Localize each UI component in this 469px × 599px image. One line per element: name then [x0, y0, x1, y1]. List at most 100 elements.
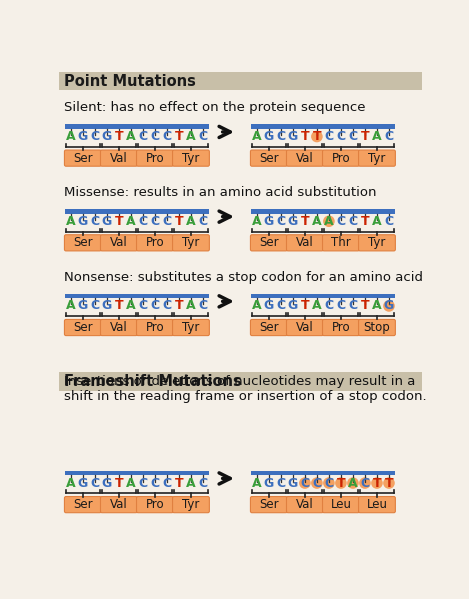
Text: C: C [91, 130, 99, 143]
FancyBboxPatch shape [358, 319, 395, 335]
FancyBboxPatch shape [287, 150, 323, 166]
Text: T: T [361, 215, 369, 228]
Text: C: C [348, 215, 357, 228]
Text: T: T [174, 215, 183, 228]
Text: T: T [114, 215, 123, 228]
Text: G: G [78, 130, 88, 143]
FancyBboxPatch shape [287, 235, 323, 251]
FancyBboxPatch shape [251, 471, 395, 476]
Text: T: T [385, 477, 393, 489]
Text: C: C [385, 215, 393, 228]
Circle shape [383, 300, 395, 311]
Text: Missense: results in an amino acid substitution: Missense: results in an amino acid subst… [64, 186, 377, 199]
FancyBboxPatch shape [323, 319, 359, 335]
FancyBboxPatch shape [65, 124, 209, 129]
Text: C: C [336, 300, 346, 313]
Text: A: A [66, 300, 76, 313]
Text: G: G [78, 477, 88, 489]
FancyBboxPatch shape [173, 150, 209, 166]
Text: A: A [66, 477, 76, 489]
Text: A: A [186, 477, 196, 489]
Text: Val: Val [296, 498, 314, 511]
FancyBboxPatch shape [358, 497, 395, 513]
Text: Pro: Pro [145, 152, 164, 165]
Circle shape [311, 477, 323, 489]
Text: T: T [114, 130, 123, 143]
FancyBboxPatch shape [287, 319, 323, 335]
Text: Frameshift Mutations: Frameshift Mutations [64, 374, 242, 389]
Text: Insertions or deletions of nucleotides may result in a
shift in the reading fram: Insertions or deletions of nucleotides m… [64, 375, 427, 403]
Text: A: A [312, 300, 322, 313]
FancyBboxPatch shape [250, 497, 287, 513]
Text: C: C [151, 130, 159, 143]
Text: T: T [301, 300, 309, 313]
Text: C: C [138, 130, 147, 143]
Text: T: T [361, 130, 369, 143]
Text: T: T [114, 477, 123, 489]
Text: A: A [324, 215, 334, 228]
Text: T: T [174, 300, 183, 313]
Text: Point Mutations: Point Mutations [64, 74, 196, 89]
Text: Tyr: Tyr [182, 498, 200, 511]
FancyBboxPatch shape [251, 124, 395, 129]
Text: A: A [372, 300, 382, 313]
Text: Leu: Leu [331, 498, 351, 511]
Text: Tyr: Tyr [182, 321, 200, 334]
FancyBboxPatch shape [250, 235, 287, 251]
Text: C: C [325, 477, 333, 489]
Text: C: C [336, 215, 346, 228]
Text: Val: Val [296, 321, 314, 334]
Text: Pro: Pro [145, 321, 164, 334]
FancyBboxPatch shape [64, 150, 101, 166]
Text: T: T [174, 477, 183, 489]
Text: C: C [138, 215, 147, 228]
Text: Tyr: Tyr [182, 152, 200, 165]
FancyBboxPatch shape [100, 319, 137, 335]
Text: C: C [198, 130, 207, 143]
Text: A: A [372, 130, 382, 143]
Text: T: T [174, 130, 183, 143]
Text: Val: Val [110, 498, 128, 511]
Text: A: A [186, 215, 196, 228]
FancyBboxPatch shape [59, 372, 422, 391]
Text: Val: Val [110, 152, 128, 165]
FancyBboxPatch shape [251, 209, 395, 214]
FancyBboxPatch shape [323, 235, 359, 251]
Text: Pro: Pro [332, 321, 350, 334]
Text: C: C [198, 215, 207, 228]
Text: Tyr: Tyr [368, 237, 386, 249]
Text: A: A [126, 215, 136, 228]
FancyBboxPatch shape [64, 235, 101, 251]
FancyBboxPatch shape [358, 150, 395, 166]
Text: A: A [186, 300, 196, 313]
Text: C: C [162, 215, 172, 228]
Text: G: G [102, 130, 112, 143]
Text: C: C [91, 215, 99, 228]
Text: C: C [198, 477, 207, 489]
Text: T: T [312, 130, 321, 143]
Text: Stop: Stop [363, 321, 390, 334]
Text: A: A [66, 215, 76, 228]
Text: C: C [348, 130, 357, 143]
Text: Ser: Ser [73, 152, 93, 165]
Text: G: G [264, 300, 274, 313]
Text: G: G [264, 130, 274, 143]
Circle shape [299, 477, 310, 489]
FancyBboxPatch shape [287, 497, 323, 513]
Text: G: G [78, 215, 88, 228]
Text: G: G [288, 130, 298, 143]
Text: T: T [114, 300, 123, 313]
Text: C: C [312, 477, 321, 489]
Text: Ser: Ser [259, 152, 279, 165]
Text: C: C [360, 477, 370, 489]
Text: C: C [276, 215, 286, 228]
Text: Ser: Ser [259, 237, 279, 249]
Text: C: C [138, 477, 147, 489]
Text: Val: Val [296, 152, 314, 165]
FancyBboxPatch shape [64, 319, 101, 335]
Text: A: A [66, 130, 76, 143]
Circle shape [347, 477, 359, 489]
Text: G: G [288, 477, 298, 489]
Text: C: C [162, 477, 172, 489]
Text: Ser: Ser [73, 498, 93, 511]
